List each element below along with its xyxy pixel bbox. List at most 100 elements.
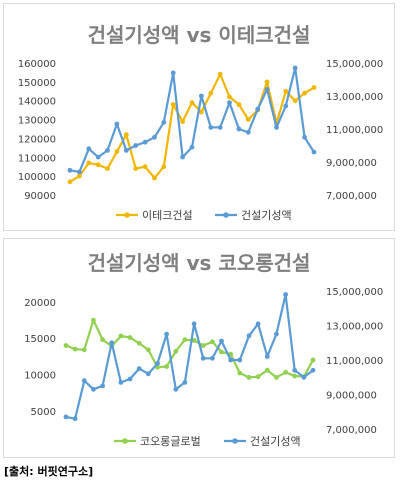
right-axis-tick: 15,000,000 <box>326 59 383 70</box>
series-2-point <box>310 367 316 373</box>
series-1-point <box>86 160 92 166</box>
series-1-point <box>292 373 298 379</box>
chart-etec-svg: 건설기성액 vs 이테크건설 90000 100000 110000 120000 130… <box>18 23 383 222</box>
series-2-point <box>283 103 289 109</box>
series-1-point <box>173 348 179 354</box>
series-2-point <box>81 378 87 384</box>
series-2-point <box>118 380 124 385</box>
series-line-2 <box>65 293 314 420</box>
series-1-point <box>236 102 242 107</box>
series-1-point <box>145 347 151 353</box>
series-2-point <box>283 292 288 297</box>
series-1-point <box>136 340 142 346</box>
series-2-point <box>227 100 232 105</box>
series-1-point <box>264 367 270 373</box>
series-1-point <box>311 85 317 90</box>
series-2-point <box>86 146 92 152</box>
series-1-point <box>91 317 96 323</box>
series-1-point <box>200 343 206 348</box>
series-2-point <box>199 93 204 99</box>
left-axis-tick: 150000 <box>18 78 56 89</box>
left-axis-tick: 130000 <box>18 116 56 127</box>
series-1-point <box>255 374 261 380</box>
series-2-point <box>311 149 317 155</box>
chart-title: 건설기성액 vs 이테크건설 <box>88 23 311 47</box>
series-2-point <box>105 148 110 153</box>
left-axis-tick: 20000 <box>24 298 56 309</box>
series-1-point <box>264 79 270 85</box>
series-1-point <box>180 119 186 124</box>
series-2-point <box>237 357 243 363</box>
series-2-point <box>245 129 251 135</box>
series-2-point <box>210 355 215 361</box>
series-line-1 <box>65 318 314 379</box>
series-1-point <box>95 162 101 168</box>
series-2-point <box>191 321 197 327</box>
series-2-point <box>264 87 270 92</box>
left-axis-tick: 110000 <box>18 153 56 164</box>
series-1-point <box>127 335 133 340</box>
series-1-point <box>208 90 214 96</box>
series-1-point <box>114 149 120 155</box>
series-1-point <box>63 343 69 348</box>
series-2-point <box>217 125 223 130</box>
series-2-point <box>274 331 279 337</box>
legend-label: 이테크건설 <box>142 209 193 222</box>
left-axis-tick: 5000 <box>31 407 56 418</box>
legend-swatch-marker <box>124 212 130 218</box>
series-2-point <box>182 380 188 385</box>
right-axis-tick: 13,000,000 <box>326 322 383 333</box>
series-2-point <box>255 321 261 327</box>
legend-swatch-marker <box>223 212 229 218</box>
left-axis-tick: 120000 <box>18 134 56 145</box>
series-2-point <box>133 143 139 148</box>
series-1-point <box>227 94 232 100</box>
series-1-point <box>72 346 78 352</box>
series-1-point <box>133 166 139 172</box>
series-1-point <box>182 337 188 343</box>
series-1-point <box>164 364 170 369</box>
series-2-point <box>246 333 252 339</box>
right-axis-tick: 15,000,000 <box>326 287 383 298</box>
series-2-point <box>170 70 176 76</box>
chart-title: 건설기성액 vs 코오롱건설 <box>88 251 311 275</box>
series-2-point <box>136 366 142 371</box>
series-1-point <box>81 347 87 353</box>
series-1-point <box>118 333 124 339</box>
series-2-point <box>145 371 151 377</box>
chart-etec: 건설기성액 vs 이테크건설 90000 100000 110000 120000 130… <box>3 3 395 231</box>
series-2-point <box>219 338 224 344</box>
left-axis-tick: 140000 <box>18 97 56 108</box>
right-axis-tick: 7,000,000 <box>326 425 377 436</box>
series-1-point <box>67 179 73 185</box>
chart-kolon: 건설기성액 vs 코오롱건설 5000 10000 15000 20000 7,000,0… <box>3 238 395 458</box>
series-1-point <box>105 166 110 172</box>
series-2-point <box>301 374 307 380</box>
series-1-point <box>283 369 288 375</box>
series-2-point <box>95 154 101 160</box>
series-2-point <box>72 416 78 422</box>
series-2-point <box>91 386 96 392</box>
series-2-point <box>67 167 73 173</box>
series-2-point <box>63 414 69 420</box>
series-1-point <box>161 164 167 170</box>
legend-swatch-marker <box>232 438 238 444</box>
series-2-point <box>142 139 148 145</box>
legend-swatch-marker <box>122 438 128 444</box>
series-2-point <box>292 65 298 71</box>
series-2-point <box>228 357 234 363</box>
series-2-point <box>292 367 298 373</box>
series-1-point <box>274 375 279 380</box>
series-2-point <box>114 121 120 127</box>
right-axis-tick: 9,000,000 <box>326 391 377 402</box>
chart-kolon-svg: 건설기성액 vs 코오롱건설 5000 10000 15000 20000 7,000,0… <box>24 251 383 448</box>
series-1-point <box>142 164 148 170</box>
left-axis-tick: 10000 <box>24 371 56 382</box>
series-2-point <box>255 106 261 112</box>
series-1-point <box>100 337 105 343</box>
series-2-point <box>173 386 179 392</box>
series-2-point <box>100 383 105 389</box>
series-2-point <box>264 354 270 359</box>
series-1-point <box>170 102 176 107</box>
series-1-point <box>217 71 223 77</box>
